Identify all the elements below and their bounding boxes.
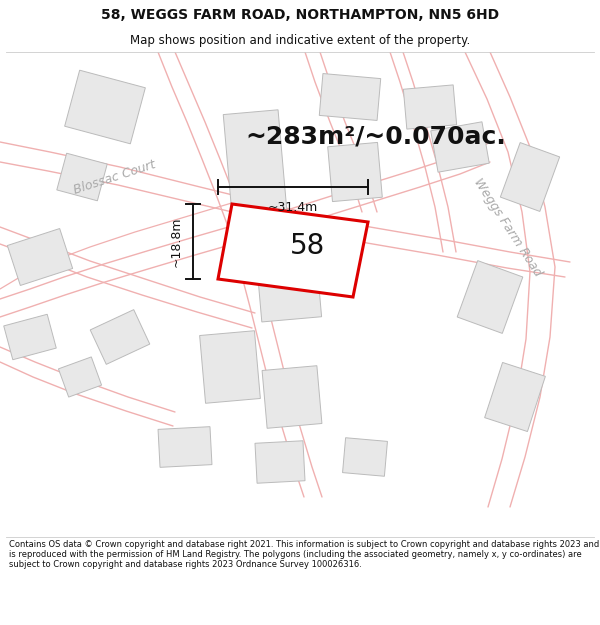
Polygon shape	[4, 314, 56, 360]
Polygon shape	[57, 153, 107, 201]
Text: ~283m²/~0.070ac.: ~283m²/~0.070ac.	[245, 125, 506, 149]
Polygon shape	[319, 74, 381, 121]
Polygon shape	[58, 357, 101, 397]
Polygon shape	[218, 204, 368, 297]
Text: Blossac Court: Blossac Court	[73, 158, 158, 196]
Polygon shape	[254, 232, 322, 322]
Text: ~18.8m: ~18.8m	[170, 216, 183, 267]
Polygon shape	[485, 362, 545, 431]
Polygon shape	[431, 122, 489, 172]
Text: Contains OS data © Crown copyright and database right 2021. This information is : Contains OS data © Crown copyright and d…	[9, 539, 599, 569]
Text: Map shows position and indicative extent of the property.: Map shows position and indicative extent…	[130, 34, 470, 47]
Text: ~31.4m: ~31.4m	[268, 201, 318, 214]
Polygon shape	[65, 70, 145, 144]
Polygon shape	[403, 85, 457, 129]
Polygon shape	[343, 438, 388, 476]
Text: 58: 58	[290, 231, 325, 259]
Polygon shape	[457, 261, 523, 333]
Text: Weggs Farm Road: Weggs Farm Road	[472, 176, 545, 279]
Text: 58, WEGGS FARM ROAD, NORTHAMPTON, NN5 6HD: 58, WEGGS FARM ROAD, NORTHAMPTON, NN5 6H…	[101, 8, 499, 21]
Polygon shape	[500, 142, 560, 211]
Polygon shape	[200, 331, 260, 403]
Polygon shape	[158, 427, 212, 468]
Polygon shape	[255, 441, 305, 483]
Polygon shape	[328, 142, 382, 202]
Polygon shape	[262, 366, 322, 428]
Polygon shape	[223, 110, 287, 214]
Polygon shape	[7, 229, 73, 286]
Polygon shape	[90, 309, 150, 364]
